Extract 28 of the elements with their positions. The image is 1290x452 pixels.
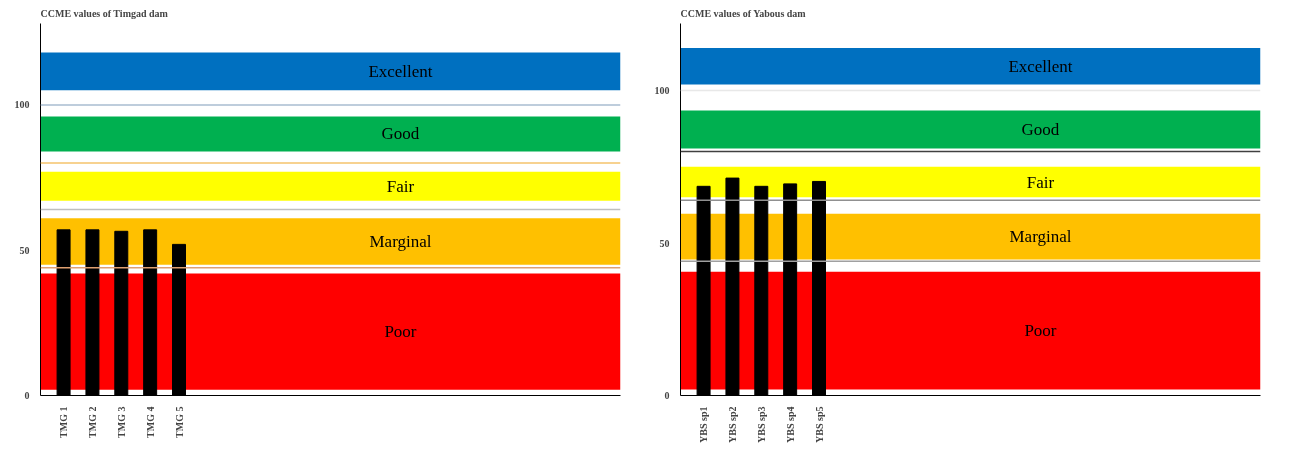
band-label: Marginal [369, 231, 432, 251]
x-tick-label: TMG 1 [58, 406, 70, 438]
x-tick-label: TMG 2 [86, 406, 98, 438]
band-label: Good [381, 124, 420, 144]
x-tick-label: YBS sp1 [698, 406, 710, 443]
band-label: Poor [1024, 321, 1057, 341]
x-tick-label: TMG 3 [115, 406, 127, 438]
chart-title: CCME values of Yabous dam [680, 7, 807, 19]
x-tick-label: YBS sp3 [755, 406, 767, 443]
x-tick-label: TMG 5 [173, 406, 185, 438]
band-label: Fair [1026, 172, 1055, 192]
x-tick-label: YBS sp5 [813, 406, 825, 443]
band-label: Good [1021, 119, 1060, 139]
y-tick-label: 0 [664, 390, 670, 401]
x-tick-label: TMG 4 [144, 406, 156, 438]
chart-title: CCME values of Timgad dam [40, 7, 169, 19]
band-label: Excellent [368, 61, 433, 81]
y-tick-label: 50 [659, 237, 670, 249]
y-tick-label: 50 [19, 244, 30, 256]
band-label: Fair [386, 176, 415, 196]
band-label: Marginal [1009, 227, 1072, 247]
band-label: Excellent [1008, 56, 1073, 76]
band-label: Poor [384, 322, 417, 342]
x-tick-label: YBS sp4 [784, 406, 796, 443]
x-tick-label: YBS sp2 [726, 406, 738, 443]
y-tick-label: 100 [654, 85, 670, 97]
y-tick-label: 100 [14, 99, 30, 111]
y-tick-label: 0 [24, 390, 30, 401]
